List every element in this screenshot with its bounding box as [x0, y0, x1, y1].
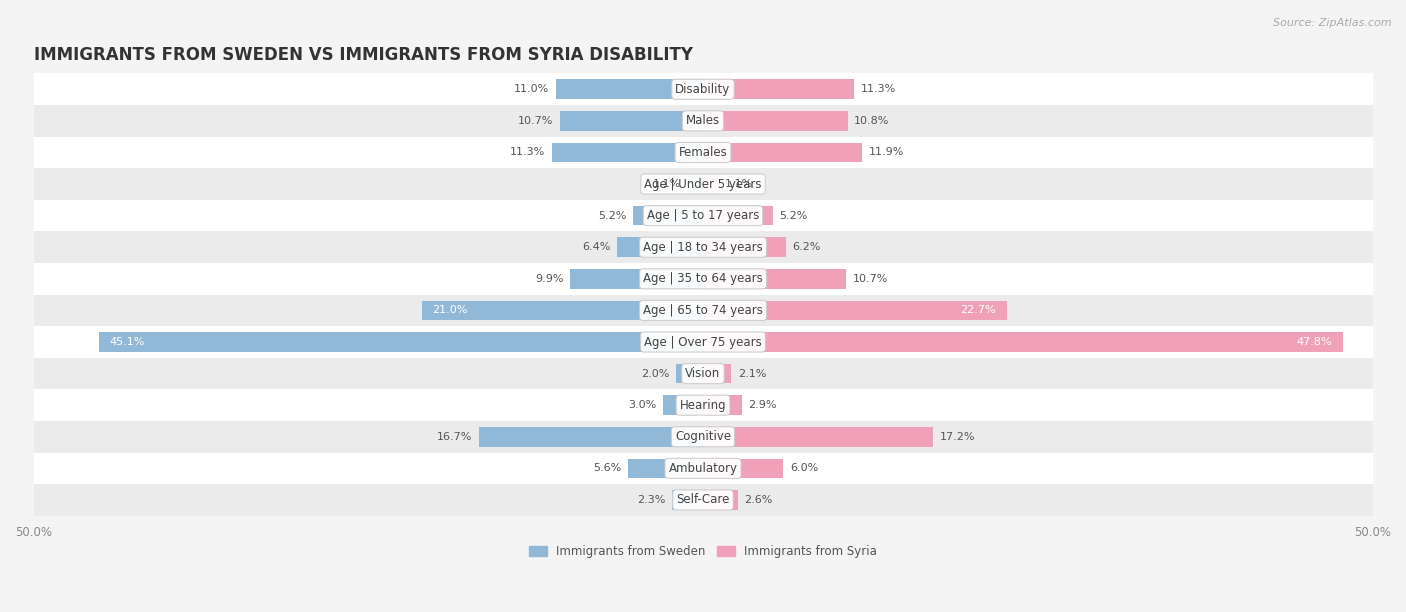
Bar	[703, 269, 846, 289]
Text: 47.8%: 47.8%	[1296, 337, 1333, 347]
Text: Age | 35 to 64 years: Age | 35 to 64 years	[643, 272, 763, 285]
Bar	[34, 421, 1372, 452]
Bar	[703, 174, 717, 194]
Text: 21.0%: 21.0%	[433, 305, 468, 315]
Text: Hearing: Hearing	[679, 398, 727, 412]
Text: 22.7%: 22.7%	[960, 305, 997, 315]
Bar	[703, 395, 742, 415]
Text: 10.7%: 10.7%	[517, 116, 553, 126]
Text: Source: ZipAtlas.com: Source: ZipAtlas.com	[1274, 18, 1392, 28]
Text: 1.1%: 1.1%	[724, 179, 752, 189]
Text: Age | 65 to 74 years: Age | 65 to 74 years	[643, 304, 763, 317]
Text: 11.0%: 11.0%	[513, 84, 548, 94]
Text: 5.2%: 5.2%	[599, 211, 627, 221]
Text: 2.1%: 2.1%	[738, 368, 766, 379]
Text: 6.0%: 6.0%	[790, 463, 818, 473]
Bar	[34, 168, 1372, 200]
Text: 17.2%: 17.2%	[941, 432, 976, 442]
Bar	[703, 458, 783, 478]
Bar	[560, 111, 703, 131]
Bar	[571, 269, 703, 289]
Bar	[703, 427, 934, 447]
Text: 5.6%: 5.6%	[593, 463, 621, 473]
Bar	[34, 263, 1372, 294]
Text: 6.2%: 6.2%	[793, 242, 821, 252]
Bar	[34, 294, 1372, 326]
Legend: Immigrants from Sweden, Immigrants from Syria: Immigrants from Sweden, Immigrants from …	[524, 540, 882, 563]
Bar	[703, 237, 786, 257]
Bar	[662, 395, 703, 415]
Bar	[689, 174, 703, 194]
Text: 10.8%: 10.8%	[855, 116, 890, 126]
Bar	[703, 143, 862, 162]
Bar	[98, 332, 703, 352]
Bar	[34, 200, 1372, 231]
Text: 45.1%: 45.1%	[110, 337, 145, 347]
Text: Disability: Disability	[675, 83, 731, 96]
Bar	[672, 490, 703, 510]
Bar	[34, 452, 1372, 484]
Text: Males: Males	[686, 114, 720, 127]
Text: Age | Under 5 years: Age | Under 5 years	[644, 177, 762, 190]
Bar	[34, 326, 1372, 358]
Bar	[34, 73, 1372, 105]
Text: 11.9%: 11.9%	[869, 147, 904, 157]
Text: 6.4%: 6.4%	[582, 242, 610, 252]
Text: 2.9%: 2.9%	[748, 400, 778, 410]
Text: 10.7%: 10.7%	[853, 274, 889, 284]
Bar	[479, 427, 703, 447]
Bar	[703, 206, 773, 225]
Bar	[703, 490, 738, 510]
Text: Females: Females	[679, 146, 727, 159]
Bar	[703, 80, 855, 99]
Bar	[34, 358, 1372, 389]
Bar	[551, 143, 703, 162]
Bar	[628, 458, 703, 478]
Bar	[34, 136, 1372, 168]
Bar	[633, 206, 703, 225]
Text: Age | Over 75 years: Age | Over 75 years	[644, 335, 762, 348]
Bar	[34, 105, 1372, 136]
Text: 2.0%: 2.0%	[641, 368, 669, 379]
Bar	[703, 364, 731, 383]
Bar	[703, 111, 848, 131]
Text: Cognitive: Cognitive	[675, 430, 731, 443]
Text: 2.6%: 2.6%	[745, 495, 773, 505]
Text: 2.3%: 2.3%	[637, 495, 665, 505]
Text: Self-Care: Self-Care	[676, 493, 730, 507]
Bar	[703, 332, 1343, 352]
Bar	[34, 231, 1372, 263]
Bar	[34, 484, 1372, 516]
Text: Age | 18 to 34 years: Age | 18 to 34 years	[643, 241, 763, 254]
Bar	[703, 300, 1007, 320]
Text: IMMIGRANTS FROM SWEDEN VS IMMIGRANTS FROM SYRIA DISABILITY: IMMIGRANTS FROM SWEDEN VS IMMIGRANTS FRO…	[34, 46, 693, 64]
Text: 5.2%: 5.2%	[779, 211, 807, 221]
Text: Vision: Vision	[685, 367, 721, 380]
Bar	[676, 364, 703, 383]
Text: 11.3%: 11.3%	[860, 84, 896, 94]
Text: Ambulatory: Ambulatory	[668, 462, 738, 475]
Text: 3.0%: 3.0%	[628, 400, 657, 410]
Bar	[555, 80, 703, 99]
Text: Age | 5 to 17 years: Age | 5 to 17 years	[647, 209, 759, 222]
Text: 9.9%: 9.9%	[536, 274, 564, 284]
Bar	[34, 389, 1372, 421]
Text: 11.3%: 11.3%	[510, 147, 546, 157]
Text: 1.1%: 1.1%	[654, 179, 682, 189]
Bar	[617, 237, 703, 257]
Text: 16.7%: 16.7%	[437, 432, 472, 442]
Bar	[422, 300, 703, 320]
